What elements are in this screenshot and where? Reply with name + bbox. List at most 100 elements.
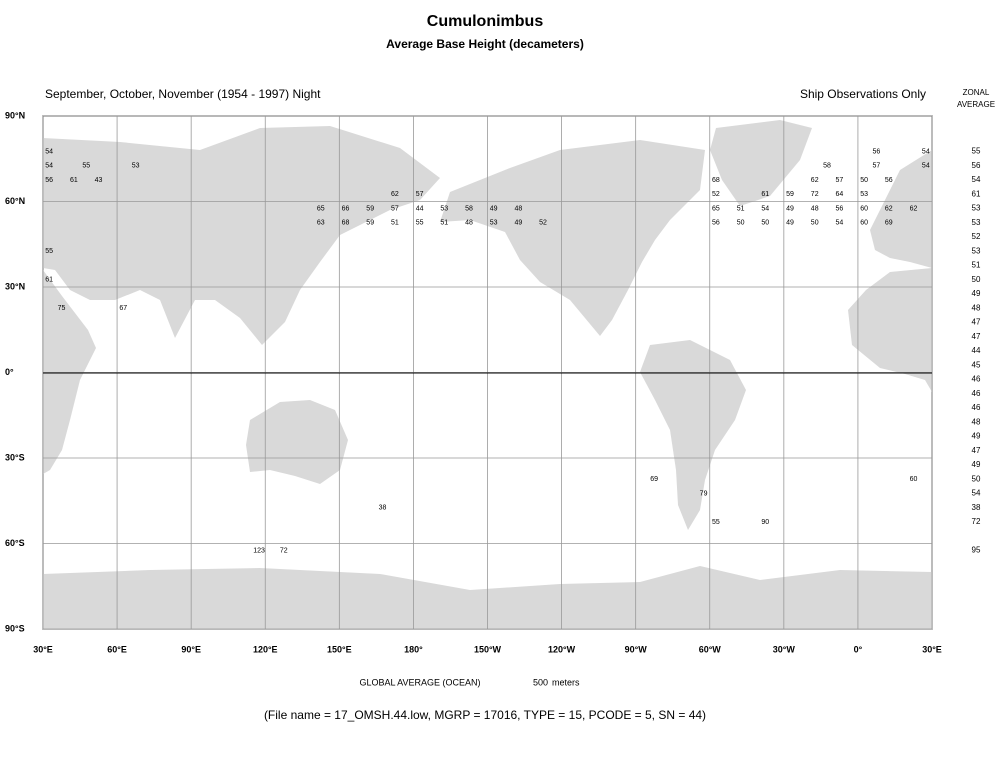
- cell-value: 58: [823, 163, 831, 170]
- cell-value: 56: [835, 205, 843, 212]
- cell-value: 48: [514, 205, 522, 212]
- cell-value: 66: [342, 205, 350, 212]
- cell-value: 67: [119, 305, 127, 312]
- zonal-averages: 55 56 54 61 53 53 52 53 51 50 49 48 47 47 44 45 46 46 46 48…: [972, 147, 981, 555]
- cell-value: 57: [416, 191, 424, 198]
- cell-value: 62: [811, 177, 819, 184]
- source: Ship Observations Only: [800, 87, 926, 101]
- y-tick-label: 60°N: [5, 196, 25, 206]
- cell-value: 38: [379, 505, 387, 512]
- cell-value: 52: [712, 191, 720, 198]
- cell-value: 54: [761, 205, 769, 212]
- title: Cumulonimbus: [427, 13, 544, 30]
- cell-value: 64: [835, 191, 843, 198]
- subtitle: Average Base Height (decameters): [386, 37, 584, 51]
- cell-value: 53: [132, 163, 140, 170]
- x-tick-label: 150°E: [327, 644, 352, 654]
- cell-value: 65: [317, 205, 325, 212]
- cell-value: 61: [45, 277, 53, 284]
- cell-value: 54: [835, 220, 843, 227]
- cell-value: 62: [391, 191, 399, 198]
- zonal-value: 47: [972, 332, 981, 341]
- zonal-value: 48: [972, 417, 981, 426]
- cell-value: 50: [737, 220, 745, 227]
- cell-value: 49: [786, 220, 794, 227]
- zonal-header: AVERAGE: [957, 100, 995, 109]
- zonal-value: 46: [972, 389, 981, 398]
- x-tick-label: 30°E: [33, 644, 53, 654]
- cell-value: 123: [253, 547, 265, 554]
- zonal-value: 72: [972, 517, 981, 526]
- cell-value: 58: [465, 205, 473, 212]
- zonal-value: 53: [972, 246, 981, 255]
- cell-value: 55: [416, 220, 424, 227]
- cell-value: 43: [95, 177, 103, 184]
- y-tick-label: 30°N: [5, 281, 25, 291]
- cell-value: 48: [811, 205, 819, 212]
- zonal-value: 46: [972, 375, 981, 384]
- cell-value: 79: [700, 490, 708, 497]
- x-tick-label: 150°W: [474, 644, 502, 654]
- cell-value: 60: [860, 220, 868, 227]
- x-tick-label: 0°: [854, 644, 863, 654]
- cell-value: 48: [465, 220, 473, 227]
- zonal-value: 50: [972, 474, 981, 483]
- x-tick-label: 120°E: [253, 644, 278, 654]
- x-tick-label: 60°W: [699, 644, 722, 654]
- y-tick-label: 90°N: [5, 110, 25, 120]
- zonal-value: 61: [972, 189, 981, 198]
- cell-value: 49: [786, 205, 794, 212]
- cell-value: 90: [761, 519, 769, 526]
- cell-value: 57: [873, 163, 881, 170]
- cell-value: 59: [366, 220, 374, 227]
- cell-value: 72: [811, 191, 819, 198]
- cell-value: 63: [317, 220, 325, 227]
- zonal-value: 38: [972, 503, 981, 512]
- map-frame: 54 56 54 54 55 53 58 57 54 56 61 43 68 62 57 50 56 62 57 52…: [42, 115, 933, 630]
- cell-value: 60: [910, 476, 918, 483]
- cells: 54 56 54 54 55 53 58 57 54 56 61 43 68 62 57 50 56 62 57 52…: [45, 148, 930, 554]
- cell-value: 56: [885, 177, 893, 184]
- x-tick-label: 180°: [404, 644, 423, 654]
- zonal-value: 49: [972, 432, 981, 441]
- zonal-value: 54: [972, 175, 981, 184]
- file-info: (File name = 17_OMSH.44.low, MGRP = 1701…: [264, 708, 706, 722]
- cell-value: 49: [490, 205, 498, 212]
- cell-value: 75: [58, 305, 66, 312]
- zonal-value: 52: [972, 232, 981, 241]
- cell-value: 54: [45, 148, 53, 155]
- cell-value: 59: [786, 191, 794, 198]
- zonal-value: 47: [972, 318, 981, 327]
- cell-value: 61: [70, 177, 78, 184]
- x-tick-label: 90°W: [625, 644, 648, 654]
- cell-value: 57: [391, 205, 399, 212]
- cell-value: 56: [45, 177, 53, 184]
- cell-value: 50: [811, 220, 819, 227]
- cell-value: 72: [280, 547, 288, 554]
- cell-value: 62: [885, 205, 893, 212]
- cell-value: 52: [539, 220, 547, 227]
- cell-value: 53: [490, 220, 498, 227]
- cell-value: 65: [712, 205, 720, 212]
- cell-value: 56: [712, 220, 720, 227]
- cell-value: 53: [440, 205, 448, 212]
- zonal-value: 44: [972, 346, 981, 355]
- cell-value: 51: [391, 220, 399, 227]
- cell-value: 59: [366, 205, 374, 212]
- zonal-value: 53: [972, 218, 981, 227]
- zonal-value: 54: [972, 489, 981, 498]
- zonal-header: ZONAL: [963, 88, 990, 97]
- axes: 30°E 60°E 90°E 120°E 150°E 180° 150°W 120°W 90°W…: [5, 110, 942, 654]
- cell-value: 44: [416, 205, 424, 212]
- cell-value: 60: [860, 205, 868, 212]
- zonal-value: 49: [972, 289, 981, 298]
- zonal-value: 56: [972, 161, 981, 170]
- global-average-unit: meters: [552, 677, 580, 687]
- zonal-value: 53: [972, 204, 981, 213]
- zonal-value: 47: [972, 446, 981, 455]
- cell-value: 55: [712, 519, 720, 526]
- x-tick-label: 30°W: [773, 644, 796, 654]
- zonal-value: 95: [972, 546, 981, 555]
- zonal-value: 49: [972, 460, 981, 469]
